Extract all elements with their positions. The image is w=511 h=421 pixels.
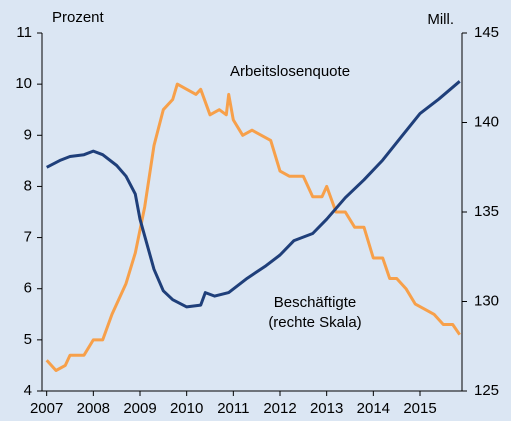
y-tick-label: 9 [24,126,32,143]
y-tick-label: 8 [24,177,32,194]
y2-axis-label: Mill. [427,11,454,28]
y2-tick-label: 125 [474,382,499,399]
x-tick-label: 2008 [77,400,110,417]
x-tick-label: 2014 [357,400,390,417]
y2-tick-label: 145 [474,24,499,41]
line-series [45,82,461,372]
x-tick-label: 2007 [30,400,63,417]
y-tick-label: 7 [24,229,32,246]
y2-tick-label: 140 [474,113,499,130]
y-tick-label: 5 [24,331,32,348]
x-tick-label: 2015 [403,400,436,417]
y-tick-label: 11 [16,24,32,41]
y-tick-label: 4 [24,382,32,399]
annotation: Arbeitslosenquote [230,63,350,80]
y2-tick-label: 135 [474,203,499,220]
y2-tick-label: 130 [474,292,499,309]
annotation: (rechte Skala) [268,314,361,331]
x-tick-label: 2011 [217,400,249,417]
line-series [46,80,461,309]
y-axis-label: Prozent [52,9,105,26]
y-tick-label: 10 [15,75,32,92]
annotation: Beschäftigte [274,294,357,311]
x-tick-label: 2013 [310,400,343,417]
y-tick-label: 6 [24,280,32,297]
x-tick-label: 2010 [170,400,203,417]
x-tick-label: 2012 [263,400,296,417]
x-tick-label: 2009 [123,400,156,417]
